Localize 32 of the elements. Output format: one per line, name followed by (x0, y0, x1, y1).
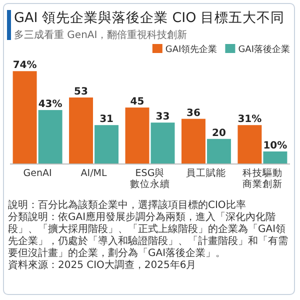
x-tick-label: 員工賦能 (186, 167, 226, 179)
data-label: 33 (156, 112, 170, 123)
data-label: 74% (12, 60, 37, 72)
data-label: 20 (212, 128, 226, 139)
legend-label: GAI領先企業 (165, 44, 218, 55)
x-tick-label: ESG與數位永續 (130, 167, 170, 190)
x-tick-label: AI/ML (80, 168, 108, 179)
data-label: 36 (186, 108, 200, 119)
bar (181, 118, 206, 164)
bar (263, 151, 288, 164)
bar (12, 71, 37, 164)
text: 說明：百分比為該類企業中，選擇該項目標的CIO比率 (8, 200, 247, 212)
chart-subtitle: 多三成看重 GenAI，翻倍重視科技創新 (14, 28, 188, 42)
bar (94, 125, 119, 164)
data-label: 53 (74, 86, 88, 98)
bar (238, 125, 262, 164)
bar (206, 138, 231, 164)
chart-title: GAI 領先企業與落後企業 CIO 目標五大不同 (14, 9, 285, 27)
bar (69, 97, 94, 164)
bar (125, 108, 150, 164)
legend-label: GAI落後企業 (238, 44, 290, 55)
data-label: 43% (38, 99, 62, 110)
x-tick-label: GenAI (23, 168, 52, 179)
bar (38, 110, 62, 164)
x-tick-label: 科技驅動商業創新 (242, 167, 282, 190)
data-label: 10% (263, 140, 288, 152)
data-label: 45 (130, 96, 144, 108)
bar (150, 122, 175, 164)
text: 分類說明：依GAI應用發展步調分為兩類，進入「深化內化階段」、「擴大採用階段」、「正式上線階段」的企業為「GAI領先企業」，仍處於「導入和驗證階段」、「計畫階段」和「有需要但沒計畫」的企業，劃分為「GAI落後企業」。 (8, 212, 289, 260)
data-label: 31 (100, 114, 114, 126)
source-note: 資料來源：2025 CIO大調查，2025年6月 (8, 260, 198, 272)
data-label: 31% (238, 114, 262, 126)
